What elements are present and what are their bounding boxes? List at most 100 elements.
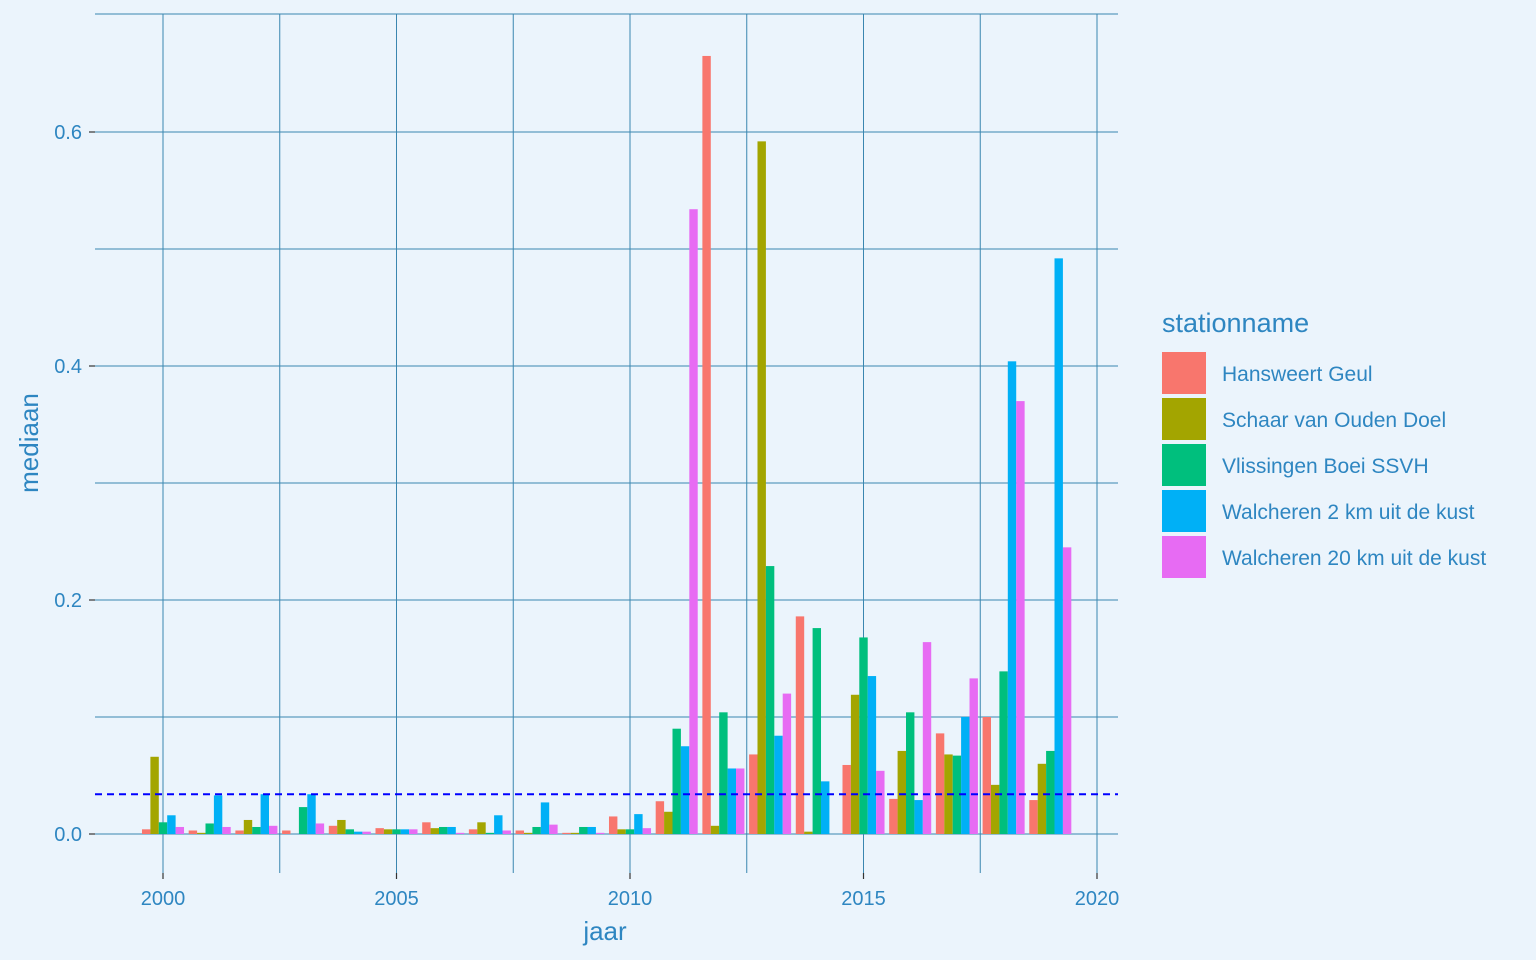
bar <box>315 823 325 834</box>
bar <box>383 829 393 834</box>
bar <box>494 815 503 834</box>
bar <box>595 832 605 834</box>
bar <box>447 826 456 834</box>
bar <box>634 814 643 834</box>
bar <box>328 825 338 834</box>
bar <box>867 676 877 834</box>
x-tick-label: 2005 <box>374 888 419 910</box>
legend-label: Walcheren 2 km uit de kust <box>1222 501 1475 524</box>
bar <box>889 798 898 834</box>
bar <box>990 784 1000 834</box>
bar <box>655 801 665 834</box>
bar <box>897 750 906 834</box>
bar <box>922 642 932 834</box>
bar <box>765 566 775 834</box>
bar <box>515 830 524 834</box>
bars <box>95 55 1118 835</box>
bar <box>260 794 270 834</box>
legend-swatch <box>1162 352 1206 394</box>
bar <box>1037 763 1047 834</box>
bar <box>719 712 728 834</box>
bar <box>1016 401 1025 834</box>
bar <box>409 829 418 834</box>
legend-swatch <box>1162 444 1206 486</box>
bar <box>876 770 885 834</box>
bar <box>982 717 991 834</box>
bar <box>205 823 214 834</box>
x-tick-label: 2000 <box>141 888 186 910</box>
bar <box>422 822 431 834</box>
legend-label: Hansweert Geul <box>1222 363 1373 386</box>
bar <box>1054 258 1063 834</box>
legend-swatch <box>1162 398 1206 440</box>
bar <box>935 733 945 834</box>
bar <box>906 712 915 834</box>
bar <box>197 832 206 834</box>
bar <box>430 828 439 834</box>
bar <box>345 829 355 834</box>
bar <box>540 802 550 834</box>
bar <box>859 637 868 834</box>
bar <box>392 829 401 834</box>
legend-title: stationname <box>1162 308 1309 338</box>
bar <box>821 781 830 834</box>
legend-label: Vlissingen Boei SSVH <box>1222 455 1429 478</box>
bar <box>952 755 962 834</box>
bar <box>999 671 1008 834</box>
legend-swatch <box>1162 536 1206 578</box>
bar <box>842 764 851 834</box>
bar <box>375 828 384 834</box>
bar <box>222 826 231 834</box>
y-axis-title: mediaan <box>14 393 44 493</box>
bar <box>642 828 652 834</box>
bar <box>150 756 159 834</box>
legend: stationname Hansweert Geul Schaar van Oud… <box>1162 308 1486 578</box>
bar <box>141 829 151 834</box>
bar <box>570 832 580 834</box>
bar <box>672 728 681 834</box>
y-axis-ticks: 0.0 0.2 0.4 0.6 <box>54 122 95 846</box>
y-tick-label: 0.6 <box>54 122 82 144</box>
legend-swatch <box>1162 490 1206 532</box>
bar <box>562 832 571 834</box>
bar <box>1007 361 1017 834</box>
bar <box>400 829 410 834</box>
bar <box>914 800 923 834</box>
bar <box>579 826 588 834</box>
bar <box>804 831 813 834</box>
grid <box>95 13 1118 873</box>
bar <box>549 824 558 834</box>
bar <box>757 141 766 835</box>
bar <box>608 816 618 834</box>
bar <box>727 768 737 834</box>
bar <box>252 826 261 834</box>
bar <box>269 825 278 834</box>
bar <box>680 746 690 834</box>
bar <box>455 832 465 834</box>
y-tick-label: 0.4 <box>54 356 82 378</box>
bar <box>710 825 720 834</box>
legend-label: Schaar van Ouden Doel <box>1222 409 1446 432</box>
bar <box>969 678 978 834</box>
bar <box>468 829 478 834</box>
y-tick-label: 0.2 <box>54 590 82 612</box>
bar <box>485 832 495 834</box>
bar <box>795 616 805 834</box>
bar <box>736 768 745 834</box>
bar <box>532 826 541 834</box>
bar <box>689 209 698 835</box>
bar <box>213 795 223 834</box>
x-axis-title: jaar <box>582 916 627 946</box>
bar <box>850 694 860 834</box>
bar <box>175 826 185 834</box>
bar <box>812 628 822 834</box>
bar <box>1029 800 1038 834</box>
bar <box>961 717 970 834</box>
bar <box>782 693 792 834</box>
bar <box>243 819 253 834</box>
bar <box>282 830 291 834</box>
legend-label: Walcheren 20 km uit de kust <box>1222 547 1486 570</box>
bar <box>617 829 626 834</box>
x-tick-label: 2015 <box>841 888 886 910</box>
